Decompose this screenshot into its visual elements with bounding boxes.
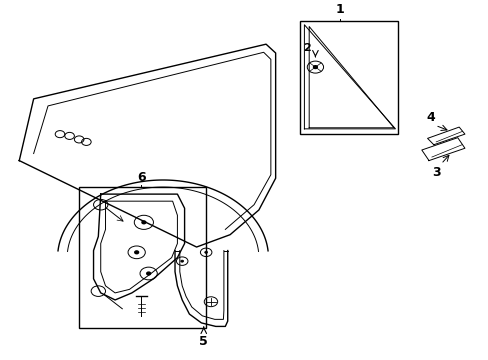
Polygon shape	[421, 138, 464, 161]
Polygon shape	[427, 127, 464, 145]
Circle shape	[135, 251, 138, 254]
Circle shape	[146, 272, 150, 275]
Circle shape	[313, 66, 317, 68]
Circle shape	[204, 251, 207, 253]
Text: 3: 3	[431, 166, 440, 179]
Text: 2: 2	[303, 43, 310, 53]
Bar	[79, 187, 206, 328]
Text: 4: 4	[425, 111, 434, 123]
Circle shape	[142, 221, 145, 224]
Text: 6: 6	[137, 171, 145, 184]
Text: 5: 5	[199, 335, 208, 348]
Text: 1: 1	[335, 3, 344, 16]
Circle shape	[181, 260, 183, 262]
Bar	[299, 21, 397, 134]
